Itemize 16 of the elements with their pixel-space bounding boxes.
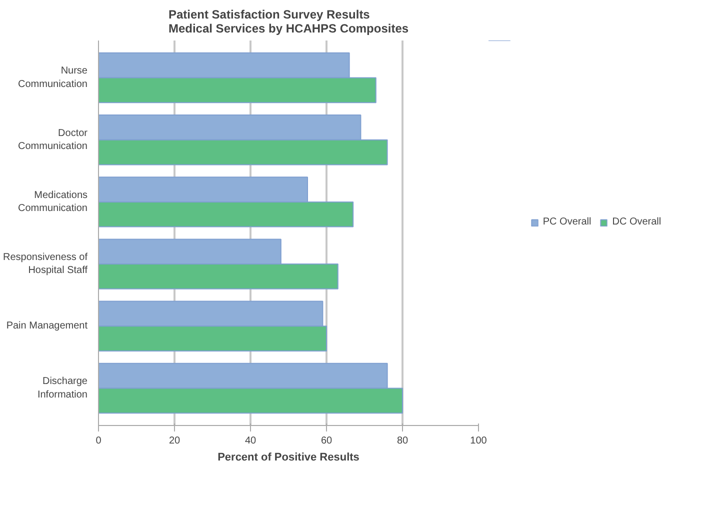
- x-tick-label: 100: [470, 436, 488, 446]
- y-tick-label: Responsiveness of Hospital Staff: [3, 252, 88, 276]
- y-tick-label: Doctor Communication: [18, 128, 88, 152]
- y-tick-label: Medications Communication: [18, 190, 88, 214]
- x-axis-title: Percent of Positive Results: [218, 452, 360, 464]
- y-tick-label: Nurse Communication: [18, 66, 88, 90]
- y-tick-label: Discharge Information: [37, 376, 88, 400]
- legend-label: DC Overall: [612, 216, 662, 228]
- x-tick-label: 0: [96, 436, 102, 446]
- y-tick-label: Pain Management: [6, 320, 88, 332]
- x-tick-label: 40: [244, 436, 256, 446]
- legend-label: PC Overall: [542, 216, 592, 228]
- x-tick-label: 80: [396, 436, 408, 446]
- chart-title: Patient Satisfaction Survey Results Medical Services by HCAHPS Composites: [168, 8, 409, 36]
- x-tick-label: 20: [168, 436, 180, 446]
- x-tick-label: 60: [320, 436, 332, 446]
